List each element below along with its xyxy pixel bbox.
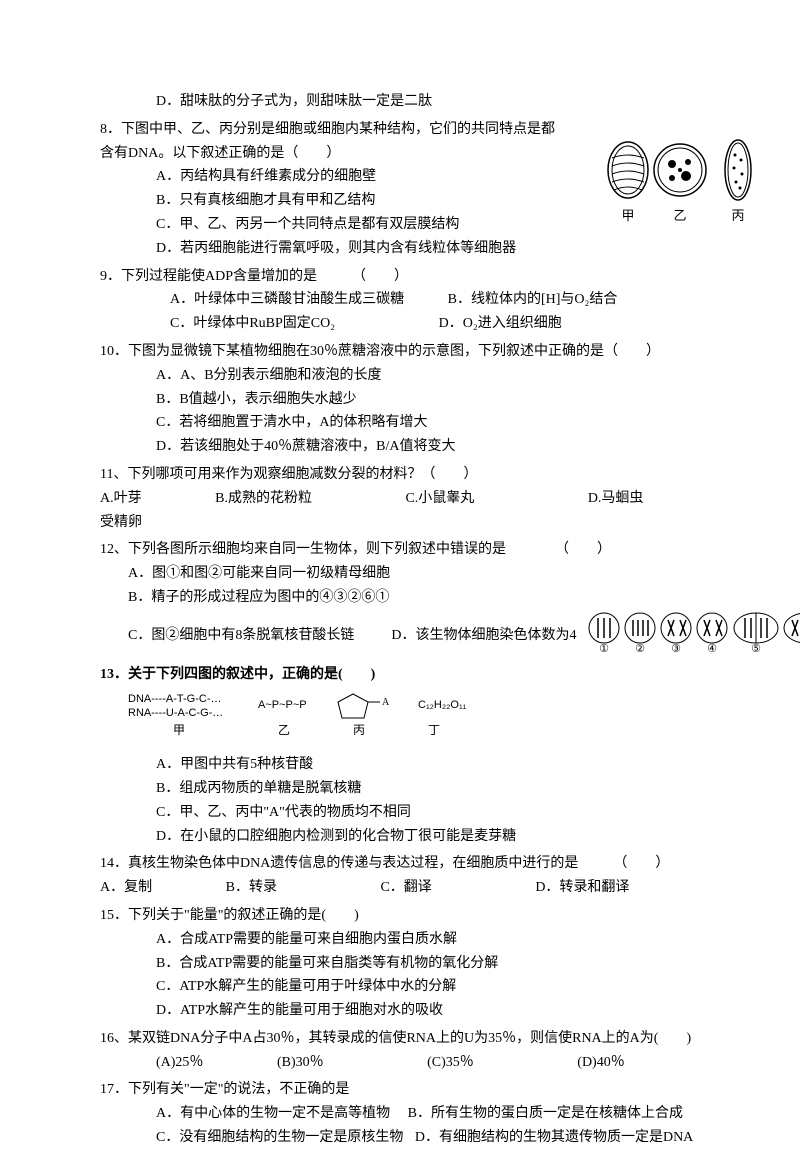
- q16-opt-d: (D)40％: [577, 1055, 624, 1070]
- q17-opt-c: C．没有细胞结构的生物一定是原核生物: [156, 1130, 403, 1145]
- q9-opts-cd: C．叶绿体中RuBP固定CO₂ D．O₂进入组织细胞: [100, 312, 720, 336]
- q9-opts-ab: A．叶绿体中三磷酸甘油酸生成三碳糖 B．线粒体内的[H]与O₂结合: [100, 288, 720, 312]
- svg-text:丙: 丙: [353, 723, 365, 737]
- cell-label-3: 丙: [731, 208, 744, 223]
- q7-opt-d: D．甜味肽的分子式为，则甜味肽一定是二肽: [100, 90, 720, 114]
- q15-opt-c: C．ATP水解产生的能量可用于叶绿体中水的分解: [100, 975, 720, 999]
- svg-text:②: ②: [636, 643, 646, 654]
- chromosome-figure: ①②③ ④⑤⑥⑦: [586, 610, 800, 663]
- q9-opt-b: B．线粒体内的[H]与O₂结合: [448, 292, 618, 307]
- q14-opts: A．复制 B．转录 C．翻译 D．转录和翻译: [100, 876, 720, 900]
- q17-opt-b: B．所有生物的蛋白质一定是在核糖体上合成: [408, 1106, 683, 1121]
- svg-text:乙: 乙: [278, 723, 290, 737]
- q9-opt-d: D．O₂进入组织细胞: [439, 316, 562, 331]
- q10-opt-b: B．B值越小，表示细胞失水越少: [100, 388, 720, 412]
- q13-stem: 13．关于下列四图的叙述中，正确的是( ): [100, 663, 720, 687]
- q15-opt-b: B．合成ATP需要的能量可来自脂类等有机物的氧化分解: [100, 952, 720, 976]
- q12-opt-c: C．图②细胞中有8条脱氧核苷酸长链: [128, 628, 354, 643]
- q14-stem: 14．真核生物染色体中DNA遗传信息的传递与表达过程，在细胞质中进行的是 （ ）: [100, 852, 720, 876]
- q13-opt-c: C．甲、乙、丙中"A"代表的物质均不相同: [100, 801, 720, 825]
- q16-opts: (A)25％ (B)30％ (C)35％ (D)40％: [100, 1051, 720, 1075]
- q12-stem: 12、下列各图所示细胞均来自同一生物体，则下列叙述中错误的是 （ ）: [100, 538, 720, 562]
- atp-text: A~P~P~P: [258, 699, 307, 711]
- q11-opt-c: C.小鼠睾丸: [405, 491, 474, 506]
- cell-label-1: 甲: [621, 208, 634, 223]
- figure-cells: 甲 乙 丙: [600, 130, 760, 249]
- svg-text:④: ④: [708, 643, 718, 654]
- q10-stem: 10．下图为显微镜下某植物细胞在30％蔗糖溶液中的示意图，下列叙述中正确的是（ …: [100, 340, 720, 364]
- q12-opt-b: B．精子的形成过程应为图中的④③②⑥①: [100, 586, 720, 610]
- svg-text:A: A: [382, 697, 390, 708]
- q9-stem: 9．下列过程能使ADP含量增加的是 （ ）: [100, 265, 720, 289]
- dna-text: DNA----A-T-G-C-…: [128, 693, 221, 705]
- q10-opt-d: D．若该细胞处于40％蔗糖溶液中，B/A值将变大: [100, 435, 720, 459]
- q17-opts-ab: A．有中心体的生物一定不是高等植物 B．所有生物的蛋白质一定是在核糖体上合成: [100, 1102, 720, 1126]
- q15-opt-d: D．ATP水解产生的能量可用于细胞对水的吸收: [100, 999, 720, 1023]
- q12-row-cd: C．图②细胞中有8条脱氧核苷酸长链 D．该生物体细胞染色体数为4 ① ② ③: [100, 610, 720, 663]
- q11-opts: A.叶芽 B.成熟的花粉粒 C.小鼠睾丸 D.马蛔虫: [100, 487, 720, 511]
- q13-stem-text: 13．关于下列四图的叙述中，正确的是( ): [100, 667, 375, 682]
- q10-opt-c: C．若将细胞置于清水中，A的体积略有增大: [100, 411, 720, 435]
- q16-opt-a: (A)25％: [156, 1055, 203, 1070]
- svg-text:①: ①: [600, 643, 610, 654]
- q11-opt-a: A.叶芽: [100, 491, 142, 506]
- cell-label-2: 乙: [673, 208, 686, 223]
- q9-opt-c: C．叶绿体中RuBP固定CO₂: [170, 316, 335, 331]
- q13-opt-d: D．在小鼠的口腔细胞内检测到的化合物丁很可能是麦芽糖: [100, 825, 720, 849]
- q11-stem: 11、下列哪项可用来作为观察细胞减数分裂的材料？（ ）: [100, 463, 720, 487]
- q15-opt-a: A．合成ATP需要的能量可来自细胞内蛋白质水解: [100, 928, 720, 952]
- svg-text:甲: 甲: [173, 723, 185, 737]
- q16-opt-b: (B)30％: [277, 1055, 324, 1070]
- q11-tail: 受精卵: [100, 511, 720, 535]
- q16-stem: 16、某双链DNA分子中A占30％，其转录成的信使RNA上的U为35％，则信使R…: [100, 1027, 720, 1051]
- q14-opt-d: D．转录和翻译: [535, 880, 629, 895]
- rna-text: RNA----U-A-C-G-…: [128, 707, 223, 719]
- q17-opt-d: D．有细胞结构的生物其遗传物质一定是DNA: [415, 1130, 693, 1145]
- q14-opt-a: A．复制: [100, 880, 152, 895]
- q13-opt-a: A．甲图中共有5种核苷酸: [100, 753, 720, 777]
- sugar-text: C₁₂H₂₂O₁₁: [418, 699, 467, 711]
- q12-opt-a: A．图①和图②可能来自同一初级精母细胞: [100, 562, 720, 586]
- svg-text:⑤: ⑤: [752, 643, 762, 654]
- molecule-figure: DNA----A-T-G-C-… RNA----U-A-C-G-… A~P~P~…: [128, 690, 720, 749]
- q17-stem: 17．下列有关"一定"的说法，不正确的是: [100, 1078, 720, 1102]
- svg-text:③: ③: [672, 643, 682, 654]
- q14-opt-c: C．翻译: [380, 880, 431, 895]
- q15-stem: 15．下列关于"能量"的叙述正确的是( ): [100, 904, 720, 928]
- q16-opt-c: (C)35％: [427, 1055, 474, 1070]
- q12-opt-d: D．该生物体细胞染色体数为4: [391, 628, 576, 643]
- q9-opt-a: A．叶绿体中三磷酸甘油酸生成三碳糖: [170, 292, 404, 307]
- svg-text:丁: 丁: [428, 723, 440, 737]
- q10-opt-a: A．A、B分别表示细胞和液泡的长度: [100, 364, 720, 388]
- q11-opt-d: D.马蛔虫: [588, 491, 644, 506]
- q11-opt-b: B.成熟的花粉粒: [215, 491, 312, 506]
- q17-opt-a: A．有中心体的生物一定不是高等植物: [156, 1106, 390, 1121]
- exam-page: 甲 乙 丙 D．甜味肽的分子式为，则甜味肽一定是二肽 8．下图中甲、乙、丙分别是…: [0, 0, 800, 1132]
- q13-opt-b: B．组成丙物质的单糖是脱氧核糖: [100, 777, 720, 801]
- q17-opts-cd: C．没有细胞结构的生物一定是原核生物 D．有细胞结构的生物其遗传物质一定是DNA: [100, 1126, 720, 1150]
- q14-opt-b: B．转录: [226, 880, 277, 895]
